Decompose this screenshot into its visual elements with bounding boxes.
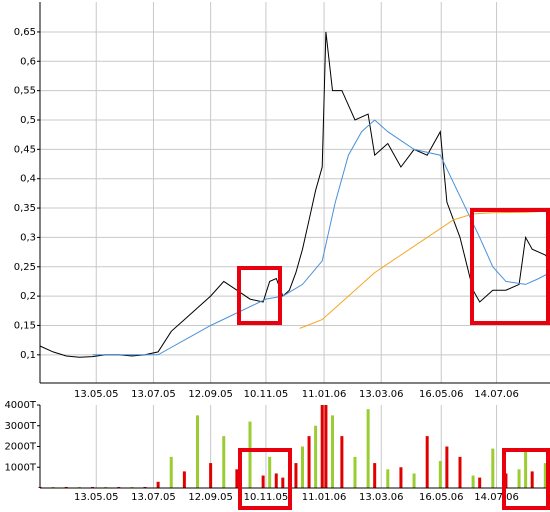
y-tick-label: 2000T bbox=[4, 442, 36, 453]
highlight-box bbox=[502, 448, 550, 510]
highlight-box bbox=[470, 208, 550, 325]
y-tick-label: 0,65 bbox=[14, 27, 36, 38]
volume-bar bbox=[373, 463, 377, 488]
volume-bar bbox=[117, 486, 121, 488]
y-tick-label: 1000T bbox=[4, 462, 36, 473]
price-line bbox=[299, 210, 550, 329]
volume-bar bbox=[196, 415, 199, 488]
volume-bar bbox=[51, 486, 55, 488]
x-tick-label: 10.11.05 bbox=[244, 492, 289, 503]
x-tick-label: 13.05.05 bbox=[74, 389, 119, 400]
volume-bar bbox=[445, 446, 449, 488]
x-tick-label: 12.09.05 bbox=[188, 389, 233, 400]
volume-bar bbox=[471, 475, 475, 488]
y-tick-label: 0,1 bbox=[20, 350, 36, 361]
volume-bar bbox=[478, 477, 482, 488]
volume-bar bbox=[77, 486, 81, 488]
y-tick-label: 0,25 bbox=[14, 262, 36, 273]
volume-bar bbox=[331, 415, 334, 488]
volume-bar bbox=[182, 471, 186, 488]
y-tick-label: 0,5 bbox=[20, 115, 36, 126]
volume-bar bbox=[425, 436, 429, 488]
volume-bar bbox=[458, 456, 462, 488]
volume-bar bbox=[281, 477, 285, 488]
x-tick-label: 14.07.06 bbox=[474, 389, 519, 400]
y-tick-label: 0,6 bbox=[20, 56, 36, 67]
volume-bar bbox=[366, 409, 370, 488]
x-tick-label: 13.07.05 bbox=[131, 492, 176, 503]
x-tick-label: 16.05.06 bbox=[419, 492, 464, 503]
y-tick-label: 0,15 bbox=[14, 320, 36, 331]
price-line bbox=[92, 119, 550, 356]
volume-bar bbox=[294, 463, 298, 488]
highlight-boxes bbox=[237, 208, 550, 510]
volume-bar bbox=[156, 481, 160, 488]
volume-bar bbox=[320, 405, 324, 488]
volume-bar bbox=[261, 475, 265, 488]
y-tick-label: 0,2 bbox=[20, 291, 36, 302]
highlight-box bbox=[238, 448, 292, 510]
volume-bar bbox=[340, 436, 344, 488]
x-tick-label: 13.03.06 bbox=[359, 492, 404, 503]
volume-bar bbox=[530, 471, 534, 488]
volume-bar bbox=[130, 486, 134, 488]
volume-bar bbox=[235, 469, 239, 488]
y-tick-label: 4000T bbox=[4, 400, 36, 411]
volume-bar bbox=[248, 421, 252, 488]
volume-bar bbox=[222, 436, 226, 488]
y-tick-label: 3000T bbox=[4, 421, 36, 432]
x-tick-label: 11.01.06 bbox=[302, 492, 347, 503]
volume-bar bbox=[517, 469, 521, 488]
volume-bar bbox=[169, 456, 173, 488]
volume-bar bbox=[353, 456, 357, 488]
volume-bar bbox=[104, 486, 108, 488]
volume-bar bbox=[438, 461, 442, 488]
volume-bar bbox=[268, 456, 272, 488]
volume-bar bbox=[301, 446, 304, 488]
y-tick-label: 0,35 bbox=[14, 203, 36, 214]
volume-bar bbox=[307, 436, 311, 488]
volume-bar bbox=[399, 467, 403, 488]
volume-bar bbox=[314, 425, 318, 488]
x-tick-label: 16.05.06 bbox=[419, 389, 464, 400]
y-tick-label: 0,45 bbox=[14, 144, 36, 155]
plot-layer: 13.05.05 13.07.05 12.09.05 10.11.05 11.01.06… bbox=[4, 2, 550, 503]
x-tick-label: 13.03.06 bbox=[359, 389, 404, 400]
x-tick-label: 12.09.05 bbox=[188, 492, 233, 503]
volume-bar bbox=[64, 486, 68, 488]
volume-bar bbox=[324, 405, 328, 488]
x-tick-label: 11.01.06 bbox=[302, 389, 347, 400]
x-tick-label: 13.07.05 bbox=[131, 389, 176, 400]
volume-bar bbox=[524, 448, 528, 488]
volume-bar bbox=[209, 463, 213, 488]
y-tick-label: 0,3 bbox=[20, 232, 36, 243]
volume-bar bbox=[412, 473, 416, 488]
volume-bar bbox=[143, 486, 147, 488]
volume-bar bbox=[274, 473, 278, 488]
y-tick-label: 0,55 bbox=[14, 86, 36, 97]
volume-bar bbox=[491, 448, 495, 488]
x-tick-label: 14.07.06 bbox=[474, 492, 519, 503]
volume-bar bbox=[386, 469, 390, 488]
volume-bar bbox=[91, 486, 94, 488]
x-tick-label: 13.05.05 bbox=[74, 492, 119, 503]
x-tick-label: 10.11.05 bbox=[244, 389, 289, 400]
highlight-box bbox=[237, 266, 282, 325]
volume-bar bbox=[543, 463, 547, 488]
y-tick-label: 0,4 bbox=[20, 174, 36, 185]
